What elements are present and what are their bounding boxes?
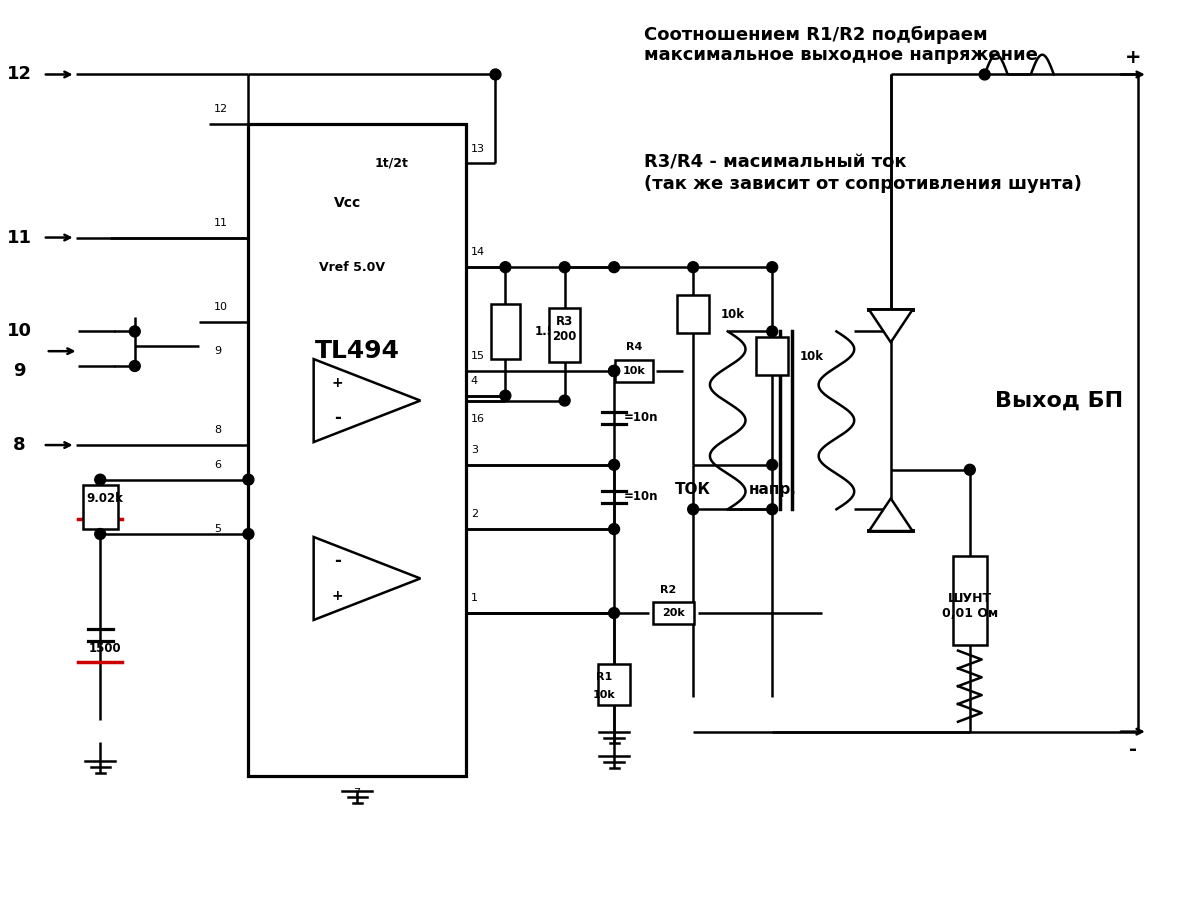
Text: 8: 8 [214,425,221,436]
Text: 12: 12 [214,104,228,114]
Circle shape [608,524,619,535]
Text: 8: 8 [13,436,25,454]
Text: 4: 4 [470,376,478,386]
Text: -: - [334,552,341,570]
FancyBboxPatch shape [953,556,988,645]
Text: Соотношением R1/R2 подбираем
максимальное выходное напряжение: Соотношением R1/R2 подбираем максимально… [643,25,1038,64]
Text: 10: 10 [214,302,228,311]
Text: Vref 5.0V: Vref 5.0V [319,261,385,274]
Text: -: - [334,410,341,427]
Text: -: - [1129,740,1136,759]
FancyBboxPatch shape [653,602,694,624]
Circle shape [608,365,619,376]
Circle shape [95,474,106,485]
Text: 1: 1 [470,593,478,603]
Circle shape [559,395,570,406]
Text: R2: R2 [660,585,677,595]
Text: +: + [331,590,343,603]
Text: 7: 7 [354,788,361,798]
Text: R1: R1 [596,671,612,682]
Text: 12: 12 [7,66,31,84]
Text: R4: R4 [625,342,642,352]
Circle shape [559,262,570,273]
Text: 10k: 10k [800,349,824,363]
FancyBboxPatch shape [756,338,788,375]
Circle shape [767,459,778,471]
Circle shape [767,504,778,515]
Circle shape [608,459,619,471]
Text: +: + [331,376,343,390]
Circle shape [688,504,698,515]
Text: 9: 9 [214,346,221,356]
Polygon shape [313,537,420,620]
Text: =10n: =10n [624,491,659,503]
Circle shape [767,326,778,337]
Text: +: + [1124,48,1141,67]
FancyBboxPatch shape [677,295,709,333]
Circle shape [608,262,619,273]
Circle shape [130,361,140,372]
Text: TL494: TL494 [314,339,400,364]
Text: 14: 14 [470,248,485,257]
Circle shape [95,528,106,539]
Bar [248,124,466,776]
Text: 20k: 20k [662,608,685,618]
Text: R3/R4 - масимальный ток
(так же зависит от сопротивления шунта): R3/R4 - масимальный ток (так же зависит … [643,154,1081,193]
Text: 1500: 1500 [89,642,121,654]
Text: 10k: 10k [593,689,616,699]
Text: DTC: DTC [323,389,352,402]
Text: 5: 5 [214,524,221,534]
Circle shape [688,262,698,273]
Circle shape [244,528,254,539]
Text: 9: 9 [13,362,25,380]
Circle shape [608,365,619,376]
Text: ТОК: ТОК [676,482,712,497]
Circle shape [979,69,990,80]
Text: 11: 11 [7,229,31,247]
Text: 10k: 10k [721,308,745,320]
Text: 6: 6 [214,460,221,470]
FancyBboxPatch shape [599,664,630,706]
Text: R3
200: R3 200 [552,315,577,343]
Circle shape [608,365,619,376]
Circle shape [500,391,511,401]
Circle shape [490,69,500,80]
Text: 11: 11 [214,218,228,228]
FancyBboxPatch shape [83,484,118,529]
Circle shape [130,326,140,337]
Circle shape [767,262,778,273]
Text: ШУНТ
0,01 Ом: ШУНТ 0,01 Ом [942,591,998,619]
Text: 3: 3 [470,445,478,455]
Circle shape [244,474,254,485]
Text: 2: 2 [470,509,478,519]
Text: 16: 16 [470,414,485,424]
FancyBboxPatch shape [491,304,520,358]
Polygon shape [869,499,912,531]
Text: 10: 10 [7,322,31,340]
Circle shape [965,464,976,475]
Polygon shape [869,310,912,342]
Circle shape [500,262,511,273]
FancyBboxPatch shape [616,360,653,382]
Text: 10k: 10k [623,366,646,376]
Text: Vcc: Vcc [334,196,361,210]
Text: Выход БП: Выход БП [995,391,1123,410]
Circle shape [608,608,619,618]
Polygon shape [313,359,420,442]
Text: 15: 15 [470,351,485,361]
Text: напр.: напр. [749,482,796,497]
FancyBboxPatch shape [548,308,581,362]
Text: =10n: =10n [624,411,659,425]
Text: 13: 13 [470,144,485,154]
Text: 1t/2t: 1t/2t [374,157,409,170]
Text: 1.5K: 1.5K [535,325,565,338]
Text: 9.02k: 9.02k [86,492,124,506]
